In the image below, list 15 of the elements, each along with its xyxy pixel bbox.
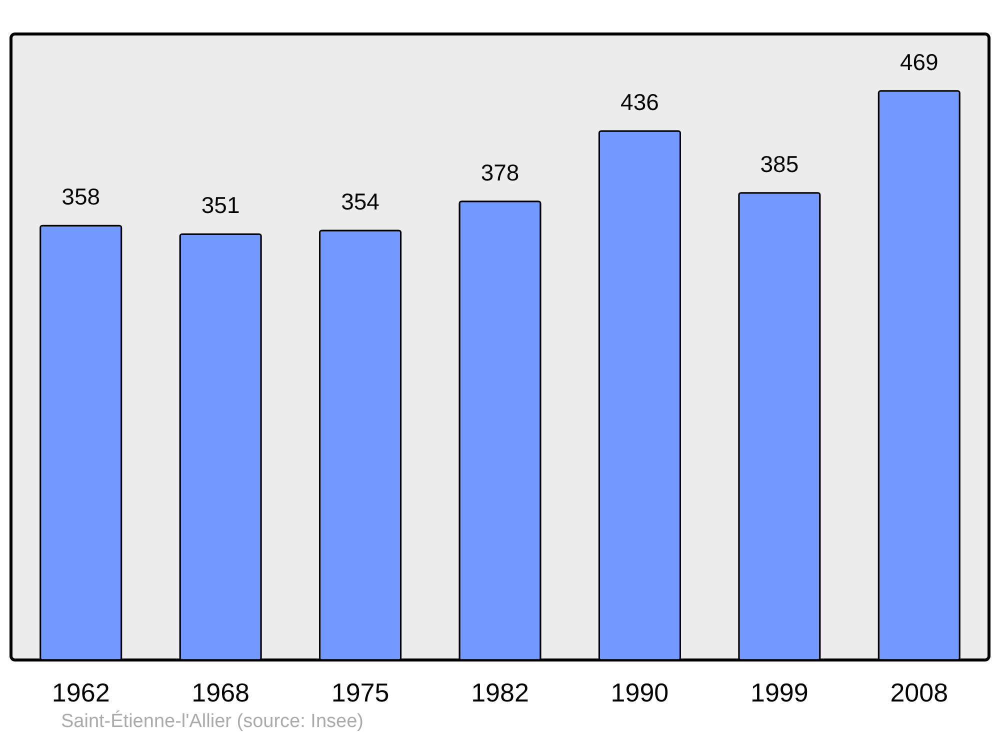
x-tick-label: 1990 [610,678,669,708]
x-tick-label: 1968 [192,678,250,708]
data-label: 385 [760,150,799,177]
data-label: 354 [341,188,380,214]
data-label: 358 [62,184,100,210]
data-label: 378 [480,159,520,186]
x-tick-label: 2008 [890,678,948,708]
data-label: 469 [900,48,938,75]
text: Saint-Étienne-l'Allier (source: Insee) [61,710,364,732]
x-tick-label: 1999 [750,678,808,708]
x-tick-label: 1982 [471,678,529,708]
x-tick-label: 1962 [52,678,110,708]
data-label: 351 [201,192,240,218]
data-label: 436 [620,88,659,115]
x-tick-label: 1975 [331,678,390,708]
